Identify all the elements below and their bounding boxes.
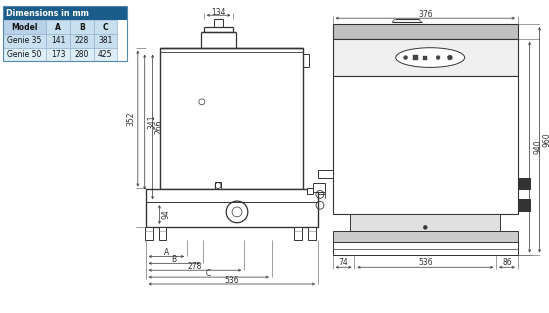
- Bar: [333, 231, 518, 242]
- Bar: [93, 20, 117, 34]
- Bar: [333, 24, 518, 39]
- Text: 266: 266: [155, 120, 164, 134]
- Bar: [145, 227, 153, 240]
- Bar: [215, 182, 221, 189]
- Text: Genie 35: Genie 35: [8, 36, 42, 45]
- Bar: [518, 199, 530, 211]
- Text: C: C: [103, 23, 108, 32]
- Bar: [159, 227, 166, 240]
- Bar: [160, 48, 303, 189]
- Bar: [46, 20, 70, 34]
- Text: 536: 536: [225, 275, 239, 285]
- Text: 278: 278: [188, 262, 202, 271]
- Bar: [3, 6, 127, 61]
- Text: B: B: [172, 255, 177, 264]
- Text: 173: 173: [51, 50, 65, 59]
- Bar: [145, 189, 318, 227]
- Ellipse shape: [396, 48, 464, 67]
- Bar: [294, 227, 302, 240]
- Text: 425: 425: [98, 50, 113, 59]
- Text: 134: 134: [211, 8, 226, 17]
- Bar: [413, 55, 418, 60]
- Text: 341: 341: [147, 115, 156, 129]
- Text: 94: 94: [162, 210, 171, 219]
- Bar: [307, 188, 313, 194]
- Text: 381: 381: [98, 36, 113, 45]
- Text: B: B: [79, 23, 85, 32]
- Circle shape: [436, 56, 440, 59]
- Bar: [3, 20, 46, 34]
- Text: 228: 228: [75, 36, 89, 45]
- Bar: [93, 34, 117, 48]
- Bar: [518, 178, 530, 189]
- Bar: [70, 48, 93, 61]
- Bar: [308, 227, 316, 240]
- Bar: [70, 20, 93, 34]
- Bar: [46, 48, 70, 61]
- Bar: [3, 6, 127, 20]
- Bar: [3, 34, 46, 48]
- Text: Dimensions in mm: Dimensions in mm: [6, 9, 89, 18]
- Bar: [46, 34, 70, 48]
- Bar: [70, 34, 93, 48]
- Bar: [93, 48, 117, 61]
- Text: 940: 940: [533, 140, 542, 154]
- Text: 280: 280: [75, 50, 89, 59]
- Circle shape: [424, 226, 427, 229]
- Text: Model: Model: [12, 23, 38, 32]
- Text: A: A: [55, 23, 61, 32]
- Text: C: C: [206, 269, 211, 278]
- Text: 141: 141: [51, 36, 65, 45]
- Bar: [3, 48, 46, 61]
- Bar: [333, 76, 518, 214]
- Text: 352: 352: [126, 111, 136, 126]
- Text: 536: 536: [418, 258, 433, 267]
- Text: 86: 86: [502, 258, 512, 267]
- Bar: [350, 214, 500, 231]
- Bar: [423, 56, 427, 59]
- Circle shape: [404, 56, 407, 59]
- Text: 376: 376: [418, 10, 433, 19]
- Bar: [318, 170, 333, 178]
- Bar: [333, 242, 518, 255]
- Bar: [313, 182, 325, 192]
- Text: Genie 50: Genie 50: [8, 50, 42, 59]
- Text: A: A: [164, 248, 169, 257]
- Text: 74: 74: [339, 258, 349, 267]
- Bar: [333, 39, 518, 76]
- Circle shape: [447, 55, 452, 60]
- Text: 960: 960: [543, 132, 549, 147]
